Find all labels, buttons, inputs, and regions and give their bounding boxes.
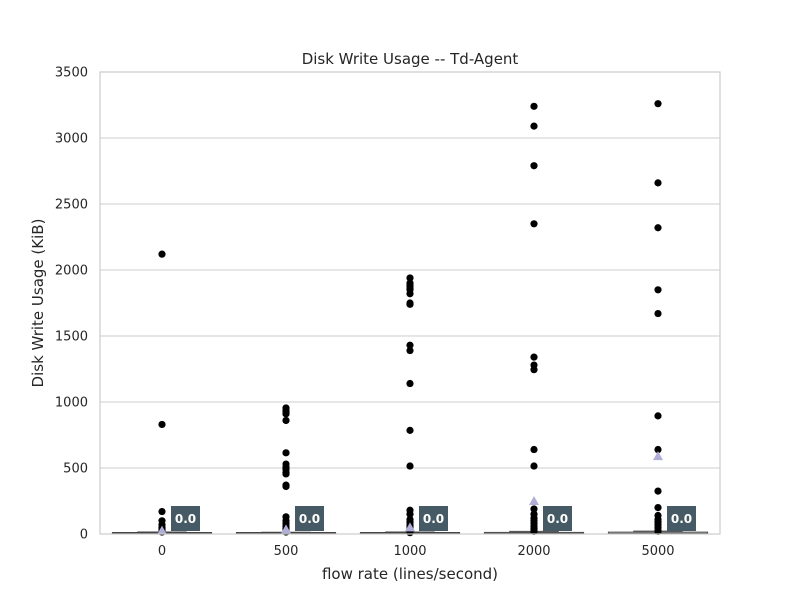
median-label-bg [295,506,324,531]
y-tick-label: 0 [80,528,88,543]
outlier-point [406,462,414,470]
outlier-point [654,224,662,232]
outlier-point [530,353,538,361]
outlier-point [406,510,414,518]
y-tick-label: 1500 [55,330,88,345]
median-label: 0.0 [547,512,568,526]
outlier-point [530,527,538,535]
mean-marker [529,496,539,505]
mean-marker [653,451,663,461]
outlier-point [282,416,290,425]
outlier-point [530,366,538,374]
outlier-point [654,286,662,294]
y-axis-label: Disk Write Usage (KiB) [29,219,47,388]
outlier-point [654,527,662,535]
y-tick-label: 2500 [55,198,88,213]
x-tick-label: 2000 [517,544,550,559]
outlier-point [282,470,290,478]
mean-marker [405,522,415,532]
label-layer: 0.0 0.0 0.0 0.0 0.0 [171,506,696,531]
median-label: 0.0 [175,512,196,526]
x-tick-label: 500 [274,544,299,559]
outlier-point [654,412,662,420]
outlier-point [654,445,662,454]
outlier-point [654,309,662,318]
median-label-bg [419,506,448,531]
median-label: 0.0 [671,512,692,526]
mean-marker [281,524,291,534]
y-tick-label: 1000 [55,396,88,411]
median-label: 0.0 [423,512,444,526]
chart-title: Disk Write Usage -- Td-Agent [302,50,519,68]
outlier-point [530,102,538,110]
outlier-point [158,250,166,258]
outlier-point [282,482,290,491]
outlier-point [282,449,290,457]
x-tick-label: 1000 [393,544,426,559]
outlier-point [530,462,538,470]
outlier-point [654,487,662,495]
y-tick-label: 3000 [55,132,88,147]
outlier-point [654,100,662,108]
plot-frame [99,71,721,535]
x-tick-label: 0 [158,544,166,559]
outlier-point [406,274,414,282]
y-tick-label: 3500 [55,66,88,81]
outlier-point [530,505,538,513]
median-label: 0.0 [299,512,320,526]
mean-marker [157,525,167,535]
outlier-point [530,162,538,170]
outlier-point [654,504,662,512]
outlier-point [282,410,290,418]
outlier-point [406,379,414,388]
x-tick-label: 5000 [641,544,674,559]
tick-layer: 0 500 1000 1500 2000 2500 3000 3500 0 500 1000 2000… [55,66,675,560]
outlier-point [406,341,414,349]
y-tick-label: 2000 [55,264,88,279]
outlier-point [406,300,414,308]
outlier-point [654,179,662,187]
outlier-point [406,290,414,298]
outlier-point [158,420,166,429]
outlier-point [530,220,538,228]
outlier-point [406,346,414,355]
x-axis-label: flow rate (lines/second) [322,565,498,583]
outlier-point [530,122,538,130]
outlier-point [406,426,414,434]
median-label-bg [543,506,572,531]
outlier-point [530,445,538,454]
median-label-bg [667,506,696,531]
outlier-point [158,507,166,516]
y-tick-label: 500 [63,462,88,477]
median-label-bg [171,506,200,531]
